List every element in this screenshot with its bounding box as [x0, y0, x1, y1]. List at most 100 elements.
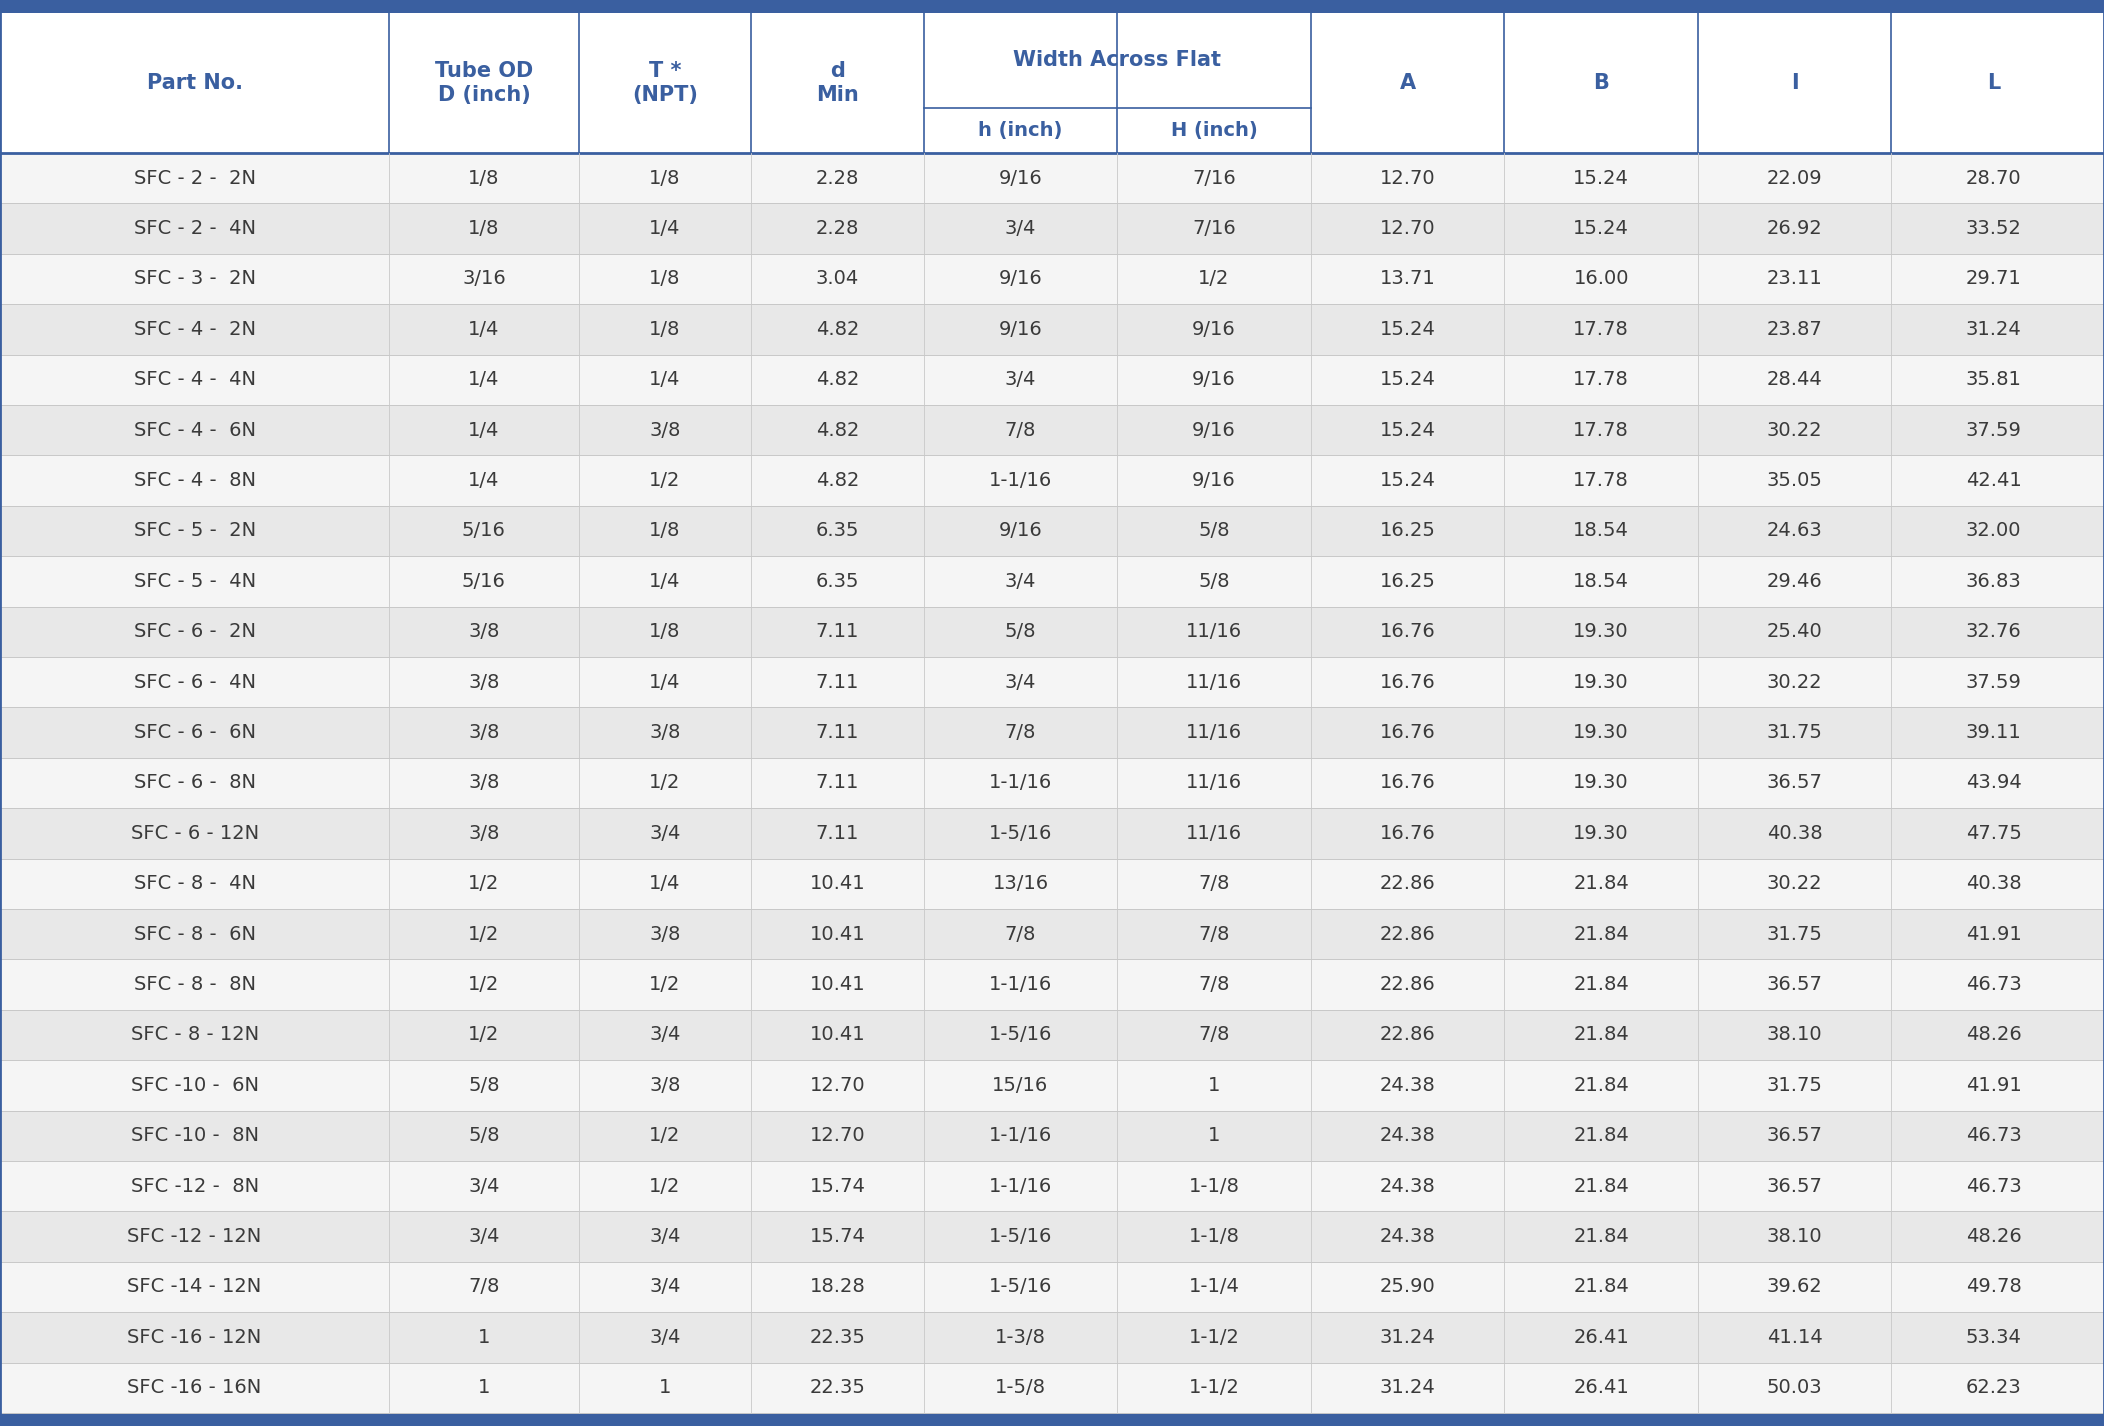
Text: 35.05: 35.05 [1767, 471, 1822, 491]
Text: 3/16: 3/16 [463, 270, 505, 288]
Bar [0, 606, 2104, 657]
Text: 11/16: 11/16 [1187, 773, 1241, 793]
Bar [0, 1161, 2104, 1212]
Text: 36.83: 36.83 [1965, 572, 2022, 590]
Text: 49.78: 49.78 [1965, 1278, 2022, 1296]
Text: 1/8: 1/8 [650, 522, 680, 540]
Text: 46.73: 46.73 [1965, 1127, 2022, 1145]
Text: 3/4: 3/4 [650, 1025, 680, 1044]
Text: 1: 1 [478, 1379, 490, 1397]
Text: 31.75: 31.75 [1767, 924, 1822, 944]
Text: 21.84: 21.84 [1574, 1278, 1628, 1296]
Text: 7/8: 7/8 [1006, 924, 1035, 944]
Text: 3/4: 3/4 [650, 824, 680, 843]
Text: 19.30: 19.30 [1574, 723, 1628, 742]
Text: 1-1/2: 1-1/2 [1189, 1379, 1239, 1397]
Text: 1-1/4: 1-1/4 [1189, 1278, 1239, 1296]
Text: 1-1/16: 1-1/16 [989, 471, 1052, 491]
Text: 2.28: 2.28 [816, 220, 858, 238]
Text: 17.78: 17.78 [1574, 421, 1628, 439]
Text: 3/4: 3/4 [1006, 371, 1035, 389]
Text: 1-1/16: 1-1/16 [989, 1176, 1052, 1195]
Bar [0, 657, 2104, 707]
Text: 1/8: 1/8 [650, 622, 680, 642]
Text: 1/2: 1/2 [650, 1176, 680, 1195]
Text: 36.57: 36.57 [1767, 1127, 1822, 1145]
Text: SFC - 6 -  2N: SFC - 6 - 2N [135, 622, 255, 642]
Text: 5/16: 5/16 [463, 572, 505, 590]
Bar [0, 0, 2104, 13]
Text: 1-3/8: 1-3/8 [995, 1328, 1046, 1348]
Text: 38.10: 38.10 [1767, 1228, 1822, 1246]
Text: SFC - 4 -  4N: SFC - 4 - 4N [135, 371, 255, 389]
Text: 30.22: 30.22 [1767, 673, 1822, 692]
Text: 9/16: 9/16 [1193, 371, 1235, 389]
Text: 12.70: 12.70 [810, 1075, 865, 1095]
Text: 19.30: 19.30 [1574, 673, 1628, 692]
Bar [0, 405, 2104, 455]
Text: 15.24: 15.24 [1380, 421, 1435, 439]
Text: 22.86: 22.86 [1380, 874, 1435, 893]
Bar [0, 1060, 2104, 1111]
Text: 1-5/16: 1-5/16 [989, 1228, 1052, 1246]
Text: 3/8: 3/8 [650, 421, 680, 439]
Text: 39.11: 39.11 [1965, 723, 2022, 742]
Text: 48.26: 48.26 [1965, 1228, 2022, 1246]
Text: 1/2: 1/2 [469, 1025, 499, 1044]
Text: 1/8: 1/8 [469, 168, 499, 188]
Text: SFC -12 -  8N: SFC -12 - 8N [130, 1176, 259, 1195]
Text: SFC - 8 -  8N: SFC - 8 - 8N [135, 975, 255, 994]
Text: 7.11: 7.11 [816, 824, 858, 843]
Text: 22.86: 22.86 [1380, 924, 1435, 944]
Text: 3/4: 3/4 [1006, 673, 1035, 692]
Text: 3/8: 3/8 [469, 773, 499, 793]
Text: SFC -16 - 12N: SFC -16 - 12N [128, 1328, 261, 1348]
Text: 7.11: 7.11 [816, 622, 858, 642]
Text: 1/4: 1/4 [650, 371, 680, 389]
Text: 30.22: 30.22 [1767, 874, 1822, 893]
Text: 21.84: 21.84 [1574, 975, 1628, 994]
Text: 1-1/16: 1-1/16 [989, 773, 1052, 793]
Bar [0, 1312, 2104, 1363]
Text: 5/8: 5/8 [1006, 622, 1035, 642]
Text: 7/8: 7/8 [1199, 1025, 1229, 1044]
Bar [0, 1212, 2104, 1262]
Text: 1/8: 1/8 [650, 168, 680, 188]
Text: 4.82: 4.82 [816, 471, 858, 491]
Text: 31.75: 31.75 [1767, 723, 1822, 742]
Text: 7/16: 7/16 [1193, 220, 1235, 238]
Text: 40.38: 40.38 [1767, 824, 1822, 843]
Text: 15.74: 15.74 [810, 1176, 865, 1195]
Text: 11/16: 11/16 [1187, 622, 1241, 642]
Text: SFC -10 -  6N: SFC -10 - 6N [130, 1075, 259, 1095]
Text: Width Across Flat: Width Across Flat [1014, 50, 1220, 70]
Text: 18.28: 18.28 [810, 1278, 865, 1296]
Text: 1/4: 1/4 [469, 471, 499, 491]
Text: 3/4: 3/4 [650, 1278, 680, 1296]
Text: 3/4: 3/4 [650, 1328, 680, 1348]
Text: 15.24: 15.24 [1574, 168, 1628, 188]
Text: 25.90: 25.90 [1380, 1278, 1435, 1296]
Text: SFC - 8 - 12N: SFC - 8 - 12N [130, 1025, 259, 1044]
Text: 1-5/8: 1-5/8 [995, 1379, 1046, 1397]
Text: 15.24: 15.24 [1380, 371, 1435, 389]
Text: 1/2: 1/2 [1199, 270, 1229, 288]
Text: 6.35: 6.35 [816, 572, 858, 590]
Text: 15/16: 15/16 [993, 1075, 1048, 1095]
Text: 11/16: 11/16 [1187, 673, 1241, 692]
Text: 9/16: 9/16 [999, 319, 1041, 339]
Text: 3/8: 3/8 [469, 824, 499, 843]
Text: 15.24: 15.24 [1380, 471, 1435, 491]
Text: 10.41: 10.41 [810, 975, 865, 994]
Text: SFC - 4 -  6N: SFC - 4 - 6N [135, 421, 255, 439]
Text: 12.70: 12.70 [810, 1127, 865, 1145]
Text: B: B [1593, 73, 1610, 93]
Text: 3/8: 3/8 [650, 924, 680, 944]
Text: 1/2: 1/2 [650, 975, 680, 994]
Text: 26.41: 26.41 [1574, 1379, 1628, 1397]
Text: 6.35: 6.35 [816, 522, 858, 540]
Text: SFC - 6 -  6N: SFC - 6 - 6N [135, 723, 255, 742]
Text: 7/8: 7/8 [1006, 723, 1035, 742]
Text: SFC - 6 -  8N: SFC - 6 - 8N [135, 773, 255, 793]
Text: 22.35: 22.35 [810, 1379, 865, 1397]
